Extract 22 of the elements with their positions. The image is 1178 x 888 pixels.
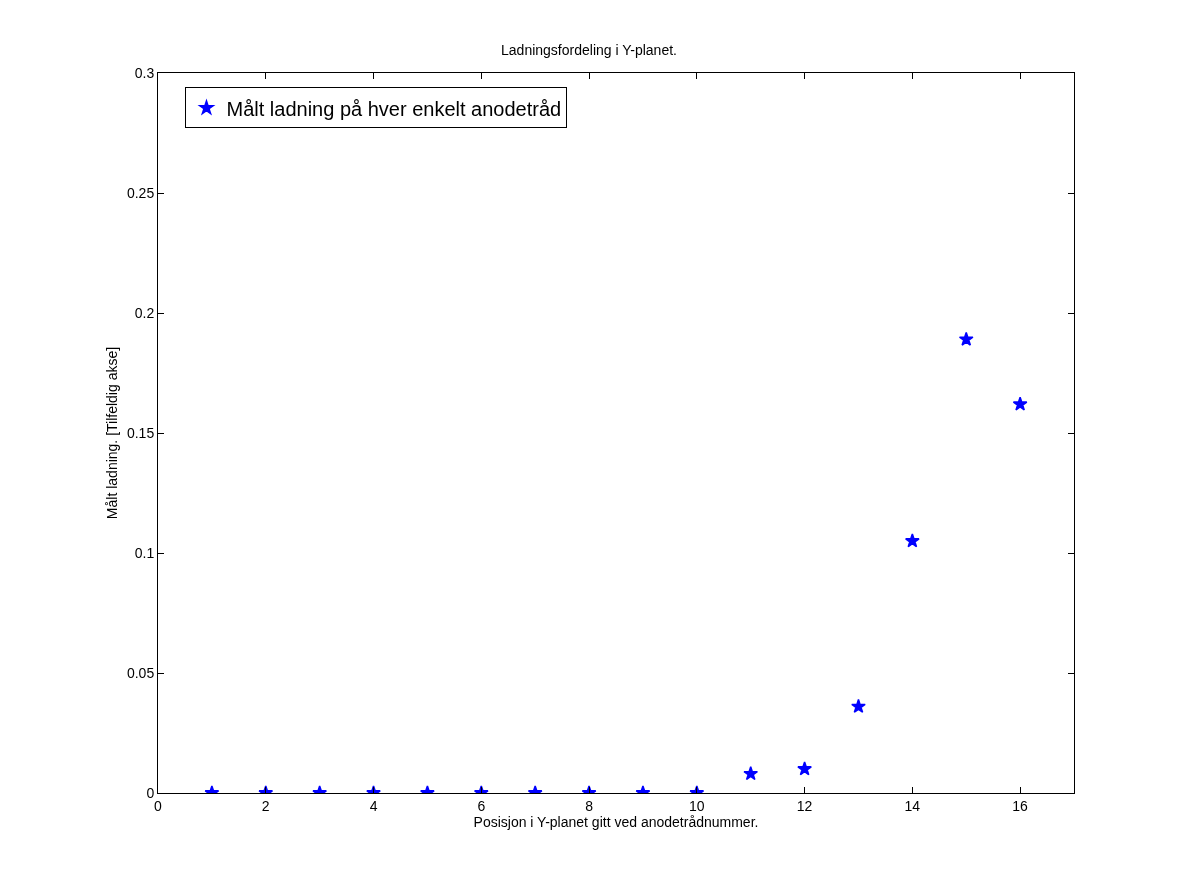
x-tick-label: 10: [689, 797, 705, 814]
y-tick-label: 0.25: [126, 184, 155, 201]
point: [958, 331, 974, 346]
y-tick-label: 0.3: [134, 64, 155, 81]
legend-label: Målt ladning på hver enkelt anodetråd: [226, 97, 562, 120]
y-tick-label: 0.2: [134, 304, 155, 321]
point: [1012, 396, 1028, 411]
x-tick-label: 8: [585, 797, 594, 814]
x-axis-title: Posisjon i Y-planet gitt ved anodetrådnummer.: [473, 813, 759, 830]
y-tick-label: 0.1: [134, 544, 155, 561]
x-tick-label: 6: [477, 797, 486, 814]
x-tick-label: 2: [261, 797, 270, 814]
point: [904, 533, 920, 548]
x-tick-label: 14: [904, 797, 921, 814]
x-tick-label: 4: [369, 797, 378, 814]
x-tick-label: 16: [1012, 797, 1029, 814]
y-tick-label: 0.05: [126, 664, 155, 681]
y-tick-label: 0.15: [126, 424, 155, 441]
x-tick-label: 12: [796, 797, 813, 814]
y-axis-title: Målt ladning. [Tilfeldig akse]: [103, 346, 120, 520]
y-tick-label: 0: [146, 784, 155, 801]
chart-title: Ladningsfordeling i Y-planet.: [501, 41, 677, 58]
